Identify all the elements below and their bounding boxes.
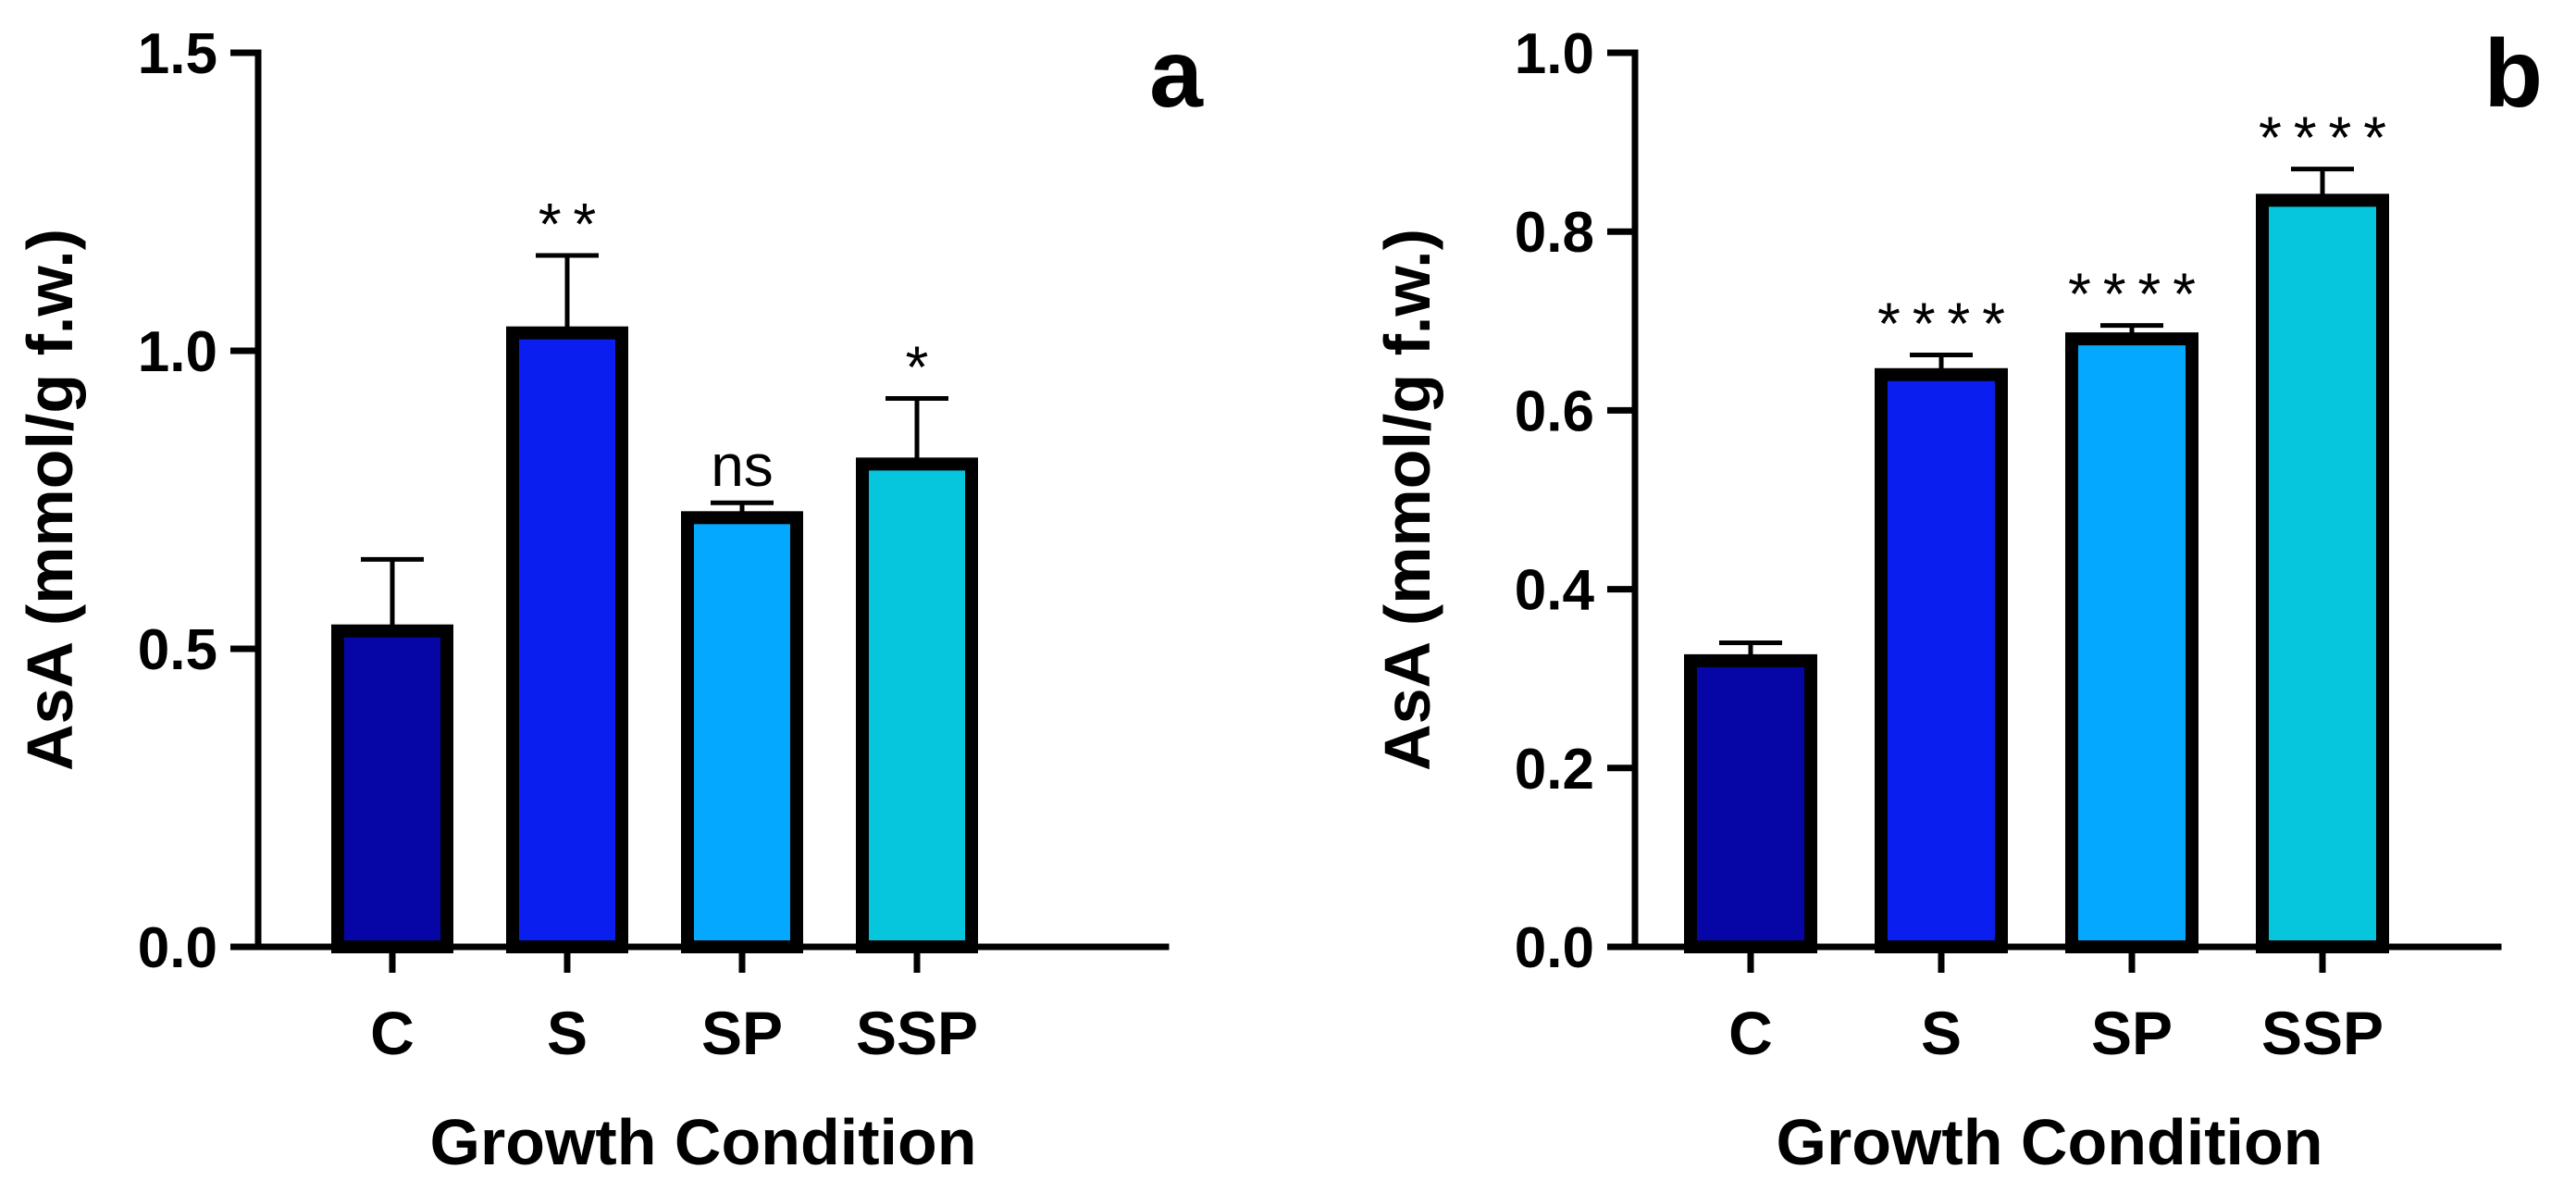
y-tick-label: 0.0 — [138, 916, 217, 980]
significance-label-SSP: * — [906, 334, 929, 401]
x-tick-label-C: C — [370, 999, 415, 1067]
bar-SP — [2065, 332, 2198, 953]
bar-S — [1875, 367, 2008, 953]
panel-letter: a — [1149, 20, 1204, 128]
panel-letter: b — [2483, 20, 2543, 128]
x-axis-title: Growth Condition — [430, 1106, 977, 1178]
y-tick-label: 0.5 — [138, 618, 217, 682]
bar-SSP — [856, 457, 978, 953]
panel-b: C * * * * S * * * * SP * * * * SSP 0.0 0.2 0.4 0.6… — [1371, 20, 2543, 1178]
y-tick-label: 1.5 — [138, 22, 217, 86]
significance-label-S: * * * * — [1877, 291, 2005, 357]
bar-C — [1684, 653, 1817, 953]
bar-SP — [681, 511, 803, 953]
y-tick-label: 0.4 — [1515, 559, 1595, 623]
y-tick-label: 1.0 — [1515, 22, 1594, 86]
y-axis-title: AsA (mmol/g f.w.) — [14, 229, 86, 771]
bar-S — [506, 326, 628, 953]
x-tick-label-C: C — [1728, 999, 1773, 1067]
significance-label-SP: * * * * — [2068, 261, 2196, 328]
significance-label-SP: ns — [711, 432, 774, 499]
y-tick-label: 0.2 — [1515, 738, 1594, 802]
significance-label-S: * * — [539, 191, 597, 257]
bar-SSP — [2256, 193, 2389, 953]
bar-C — [331, 624, 453, 953]
x-tick-label-SSP: SSP — [2261, 999, 2384, 1067]
panel-a: C * * Sns SP * SSP 0.0 0.5 1.0 1.5 AsA (mmol/g f.w… — [14, 20, 1204, 1178]
significance-label-SSP: * * * * — [2259, 105, 2386, 171]
y-tick-label: 0.8 — [1515, 201, 1594, 265]
x-tick-label-SP: SP — [701, 999, 783, 1067]
x-tick-label-S: S — [1921, 999, 1962, 1067]
x-tick-label-SP: SP — [2091, 999, 2173, 1067]
y-tick-label: 0.0 — [1515, 916, 1594, 980]
x-tick-label-SSP: SSP — [856, 999, 978, 1067]
y-tick-label: 0.6 — [1515, 379, 1594, 443]
x-axis-title: Growth Condition — [1777, 1106, 2323, 1178]
y-axis-title: AsA (mmol/g f.w.) — [1371, 229, 1443, 771]
x-tick-label-S: S — [547, 999, 588, 1067]
y-tick-label: 1.0 — [138, 320, 217, 384]
